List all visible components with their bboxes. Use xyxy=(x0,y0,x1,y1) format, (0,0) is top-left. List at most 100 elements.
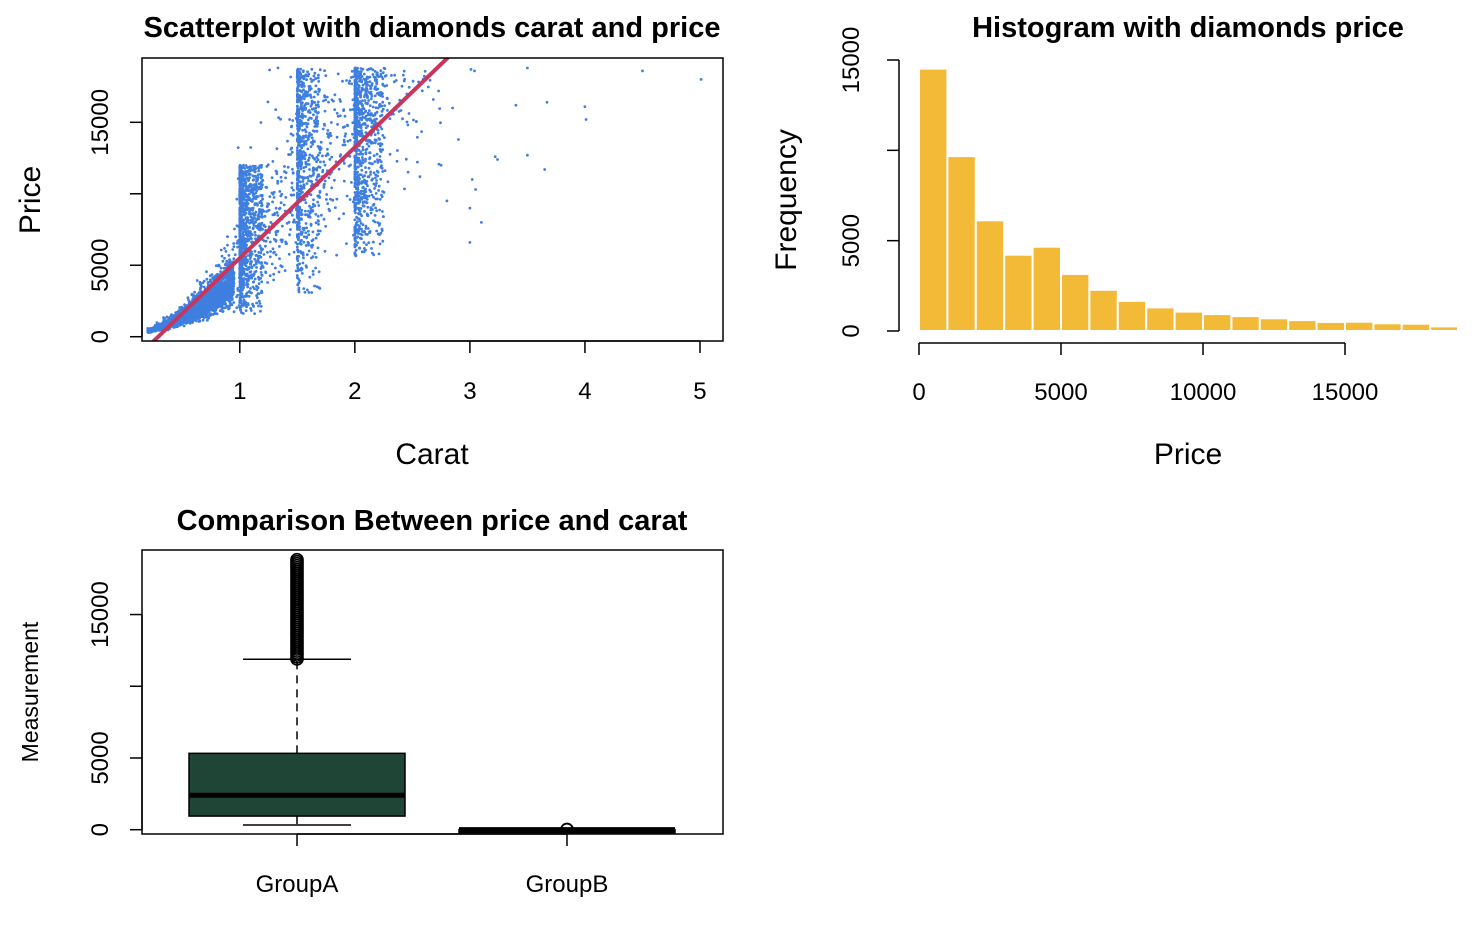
scatter-point xyxy=(367,144,371,148)
scatter-point xyxy=(260,274,264,277)
scatter-point xyxy=(361,152,365,156)
scatter-point xyxy=(242,207,246,211)
scatter-point xyxy=(219,283,223,287)
scatter-point xyxy=(356,76,360,80)
scatter-point xyxy=(354,208,357,212)
scatter-point xyxy=(190,293,194,297)
scatter-point xyxy=(256,195,260,198)
scatter-point xyxy=(302,235,306,239)
scatter-point xyxy=(224,262,228,266)
scatter-point xyxy=(232,281,236,285)
scatter-point xyxy=(373,160,377,164)
scatter-point xyxy=(377,189,380,192)
scatter-point xyxy=(205,315,208,319)
scatter-point xyxy=(366,113,370,117)
scatter-point xyxy=(310,239,314,243)
scatter-point xyxy=(366,213,369,217)
scatter-point xyxy=(242,172,245,176)
scatter-point xyxy=(242,195,246,199)
scatter-point xyxy=(297,195,300,199)
scatter-point xyxy=(302,136,305,140)
scatter-points xyxy=(146,66,703,334)
scatter-point xyxy=(240,181,244,184)
scatter-point xyxy=(238,252,242,255)
scatter-point xyxy=(229,278,233,282)
scatter-point xyxy=(370,121,374,125)
scatter-point xyxy=(372,195,375,199)
scatter-point xyxy=(353,110,357,113)
scatter-point xyxy=(196,301,200,305)
scatter-point xyxy=(245,267,249,271)
scatter-point xyxy=(216,290,220,294)
scatter-point xyxy=(381,107,385,111)
scatter-point xyxy=(257,169,260,173)
scatter-point xyxy=(261,197,264,201)
scatter-point xyxy=(360,192,363,196)
scatter-point xyxy=(241,165,245,169)
scatter-point xyxy=(362,72,366,76)
scatter-point xyxy=(381,134,385,137)
scatter-point xyxy=(216,300,220,304)
scatter-point xyxy=(375,229,378,233)
scatter-point xyxy=(243,213,246,217)
scatter-point xyxy=(199,282,203,286)
scatter-point xyxy=(368,231,372,235)
scatter-point xyxy=(252,223,256,227)
scatter-point xyxy=(302,256,305,260)
scatter-point xyxy=(299,242,303,246)
scatter-point xyxy=(310,67,314,71)
scatter-point xyxy=(307,249,311,253)
scatter-point xyxy=(208,274,212,278)
scatter-point xyxy=(205,277,209,281)
scatter-point xyxy=(296,266,300,270)
scatter-point xyxy=(207,307,211,311)
scatter-point xyxy=(358,198,362,201)
scatter-point xyxy=(357,191,361,195)
scatter-point xyxy=(302,150,305,154)
scatter-point xyxy=(318,68,322,72)
scatter-point xyxy=(379,74,383,78)
scatter-point xyxy=(217,284,221,287)
scatter-point xyxy=(219,294,222,298)
scatter-point xyxy=(300,266,303,270)
scatter-point xyxy=(312,74,316,78)
scatter-point xyxy=(354,94,358,98)
scatter-point xyxy=(294,269,298,273)
scatter-point xyxy=(364,187,367,191)
scatter-point xyxy=(206,310,210,313)
scatter-point xyxy=(353,244,357,247)
scatter-point xyxy=(365,147,369,151)
scatter-point xyxy=(372,154,376,158)
scatter-point xyxy=(238,183,242,186)
scatter-point xyxy=(217,263,221,267)
scatter-point xyxy=(239,220,243,223)
scatter-point xyxy=(377,184,381,188)
scatter-point xyxy=(204,308,208,312)
scatter-point xyxy=(232,301,236,304)
scatter-point xyxy=(297,169,301,173)
scatter-point xyxy=(371,251,374,255)
scatter-point xyxy=(360,156,364,159)
scatter-point xyxy=(316,92,320,96)
scatter-point xyxy=(362,204,366,208)
scatter-point xyxy=(253,230,257,234)
scatter-point xyxy=(304,95,307,98)
scatter-point xyxy=(365,142,369,146)
scatter-point xyxy=(359,117,363,120)
scatter-point xyxy=(295,104,299,108)
scatter-point xyxy=(238,301,242,304)
scatter-point xyxy=(239,222,243,226)
scatter-point xyxy=(222,292,226,296)
scatter-point xyxy=(256,173,260,177)
scatter-point xyxy=(316,76,320,80)
scatter-point xyxy=(353,173,357,177)
scatter-point xyxy=(259,305,263,308)
scatter-point xyxy=(257,299,261,303)
scatter-point xyxy=(371,105,375,109)
scatter-point xyxy=(308,275,312,279)
scatter-point xyxy=(358,219,362,223)
scatter-point xyxy=(296,276,299,279)
scatter-point xyxy=(197,306,201,310)
scatter-point xyxy=(192,294,196,297)
scatter-point xyxy=(310,136,314,140)
